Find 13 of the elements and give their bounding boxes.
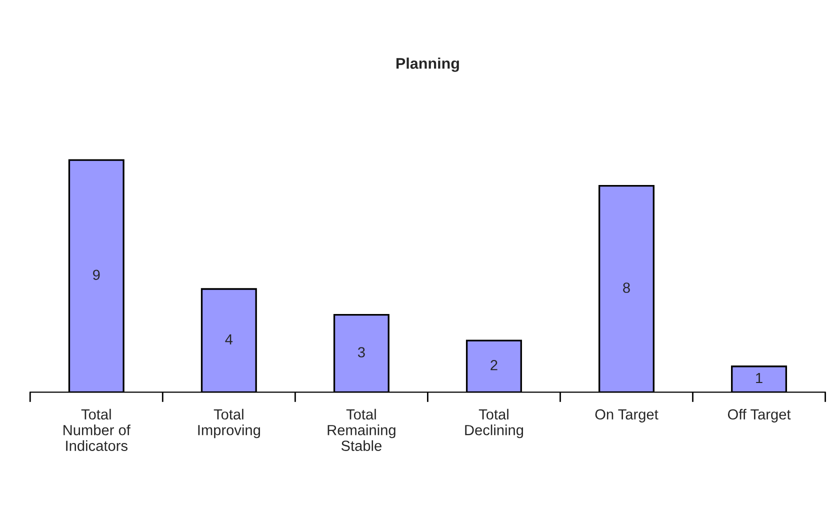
data-label: 8 [623,282,630,293]
x-tick-label: On Target [595,409,658,422]
x-tick-label: Off Target [728,408,791,422]
x-tick-label: Total Declining [465,408,524,438]
data-label: 9 [93,270,100,280]
x-tick-label: Total Improving [198,408,260,438]
data-label: 2 [490,360,498,370]
x-tick-label: Total Remaining Stable [328,408,396,451]
data-label: 4 [225,334,233,344]
x-tick-label: Total Number of Indicators [64,408,130,451]
chart-title: Planning [396,58,459,72]
data-label: 1 [756,373,762,384]
data-label: 3 [358,347,365,358]
